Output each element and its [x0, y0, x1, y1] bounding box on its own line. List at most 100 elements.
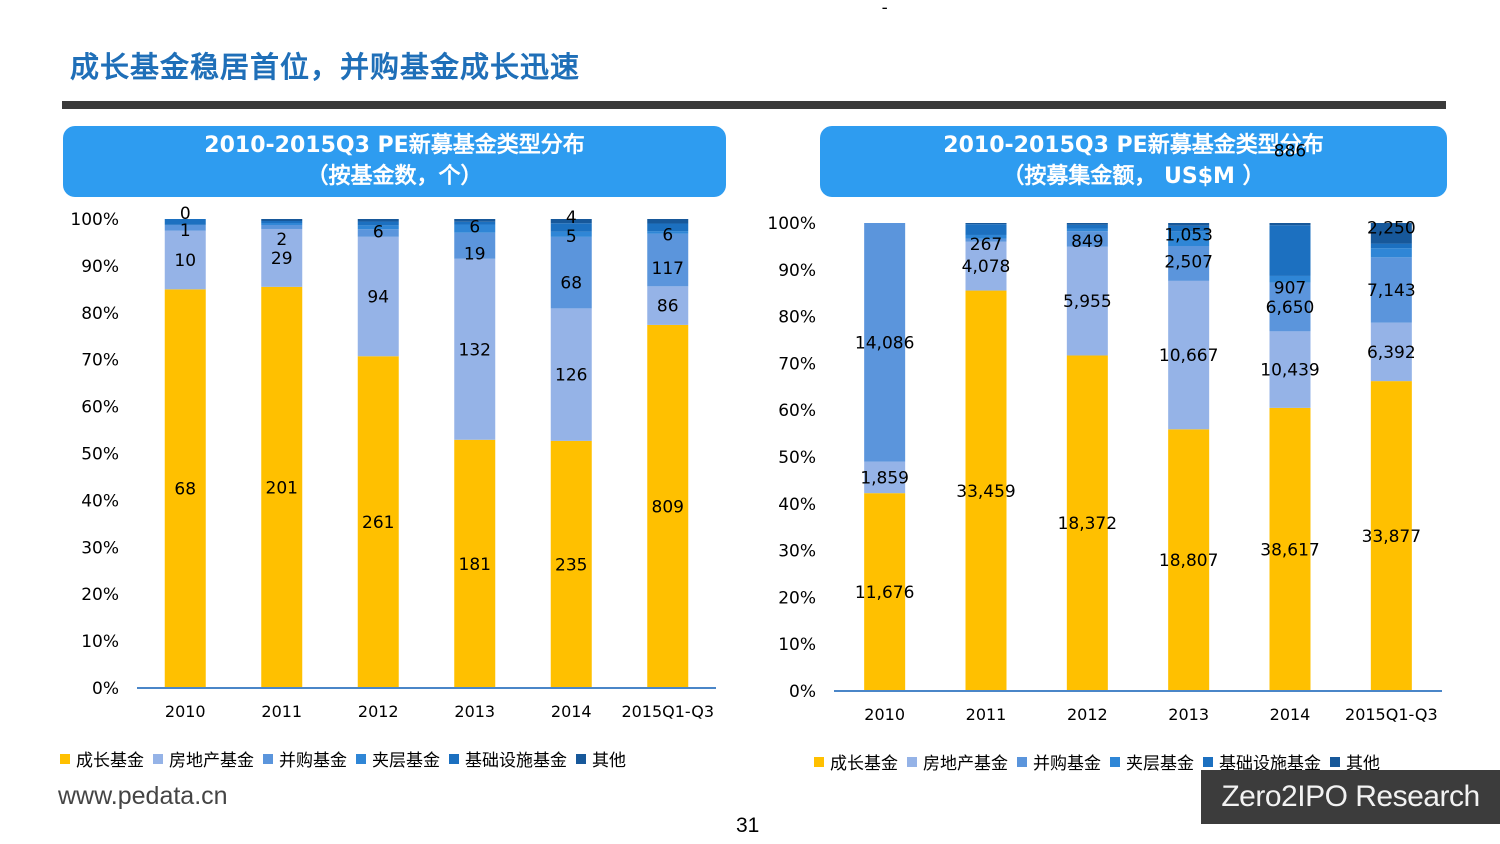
data-label: 5,955	[1063, 292, 1112, 312]
data-label: 4,078	[962, 257, 1011, 277]
data-label: 33,459	[956, 482, 1015, 502]
y-tick-label: 20%	[778, 588, 816, 608]
chart-left-legend: 成长基金 房地产基金 并购基金 夹层基金 基础设施基金 其他	[60, 746, 635, 771]
bar-segment	[550, 236, 592, 309]
bar-segment	[550, 440, 592, 688]
data-label: 68	[560, 274, 582, 294]
bar-segment	[261, 220, 303, 223]
bar-segment	[261, 222, 303, 225]
bar-segment	[1269, 331, 1311, 408]
chart-left-subtitle: （按基金数，个）	[306, 164, 483, 189]
data-label: 126	[555, 366, 587, 386]
bar-segment	[1168, 280, 1210, 430]
bar-segment	[647, 223, 689, 232]
legend-label: 基础设施基金	[465, 751, 567, 771]
data-label: 6,650	[1266, 298, 1315, 318]
bar-segment	[1168, 225, 1210, 232]
bar-segment	[261, 286, 303, 688]
bar-segment	[164, 289, 206, 688]
data-label: 86	[657, 297, 679, 317]
data-label: 2,507	[1164, 252, 1213, 272]
data-label: 11,676	[855, 583, 914, 603]
legend-label: 并购基金	[1033, 754, 1101, 774]
bar-segment	[550, 219, 592, 224]
legend-item: 成长基金	[60, 746, 144, 771]
chart-right-header: 2010-2015Q3 PE新募基金类型分布 （按募集金额， US$M ）	[820, 126, 1447, 197]
data-label: 201	[266, 478, 298, 498]
bar-segment	[164, 230, 206, 290]
x-tick-label: 2014	[551, 702, 592, 721]
bar-segment	[965, 224, 1007, 235]
bar-segment	[357, 221, 399, 226]
y-tick-label: 60%	[81, 398, 119, 418]
legend-swatch	[60, 753, 70, 764]
bar-segment	[1066, 231, 1108, 247]
data-label: 132	[459, 340, 491, 360]
y-tick-label: 90%	[81, 257, 119, 277]
bar-segment	[261, 224, 303, 229]
legend-swatch	[263, 753, 273, 764]
x-tick-label: 2011	[261, 702, 302, 721]
data-label: 6,392	[1367, 343, 1416, 363]
legend-swatch	[1110, 756, 1120, 767]
legend-swatch	[1017, 756, 1027, 767]
bar-segment	[1066, 228, 1108, 232]
bar-segment	[965, 238, 1007, 242]
data-label: 33,877	[1362, 527, 1421, 547]
x-tick-label: 2015Q1-Q3	[1345, 705, 1438, 724]
bar-segment	[454, 219, 496, 222]
bar-segment	[454, 439, 496, 688]
brand-logo: Zero2IPO Research	[1201, 770, 1500, 824]
legend-swatch	[1330, 756, 1340, 767]
legend-label: 房地产基金	[169, 751, 254, 771]
data-label: 6	[662, 225, 673, 245]
y-tick-label: 70%	[778, 354, 816, 374]
y-tick-label: 80%	[81, 304, 119, 324]
bar-segment	[1168, 429, 1210, 691]
data-label: 1,053	[1164, 226, 1213, 246]
bar-segment	[550, 223, 592, 232]
y-tick-label: 40%	[81, 491, 119, 511]
data-label: 4	[566, 208, 577, 228]
y-tick-label: 100%	[70, 210, 119, 230]
legend-label: 其他	[1346, 754, 1380, 774]
data-label: 2,250	[1367, 218, 1416, 238]
data-label: 10,667	[1159, 346, 1218, 366]
data-label: 6	[469, 218, 480, 238]
legend-item: 基础设施基金	[449, 746, 567, 771]
title-divider	[62, 101, 1446, 109]
bar-segment	[647, 219, 689, 224]
bar-segment	[357, 219, 399, 222]
data-label: 38,617	[1260, 540, 1319, 560]
legend-label: 夹层基金	[1126, 754, 1194, 774]
bar-segment	[647, 286, 689, 325]
y-tick-label: 80%	[778, 308, 816, 328]
x-tick-label: 2011	[966, 705, 1007, 724]
x-tick-label: 2013	[1168, 705, 1209, 724]
bar-segment	[1370, 248, 1412, 258]
x-tick-label: 2010	[864, 705, 905, 724]
bar-segment	[261, 219, 303, 221]
legend-label: 其他	[592, 751, 626, 771]
y-tick-label: 90%	[778, 261, 816, 281]
y-tick-label: 20%	[81, 585, 119, 605]
bar-segment	[1269, 282, 1311, 332]
bar-segment	[1066, 246, 1108, 356]
data-label: -	[882, 0, 888, 18]
data-label: 235	[555, 555, 587, 575]
bar-segment	[1370, 223, 1412, 244]
legend-item: 并购基金	[263, 746, 347, 771]
data-label: 19	[464, 245, 486, 265]
website-url[interactable]: www.pedata.cn	[58, 782, 228, 810]
data-label: 10,439	[1260, 361, 1319, 381]
data-label: 181	[459, 555, 491, 575]
legend-swatch	[814, 756, 824, 767]
bar-segment	[1370, 243, 1412, 249]
data-label: 1	[180, 221, 191, 241]
x-tick-label: 2012	[358, 702, 399, 721]
legend-item: 其他	[576, 746, 626, 771]
legend-item: 成长基金	[814, 749, 898, 774]
y-tick-label: 10%	[81, 632, 119, 652]
legend-swatch	[576, 753, 586, 764]
data-label: 6	[373, 222, 384, 242]
